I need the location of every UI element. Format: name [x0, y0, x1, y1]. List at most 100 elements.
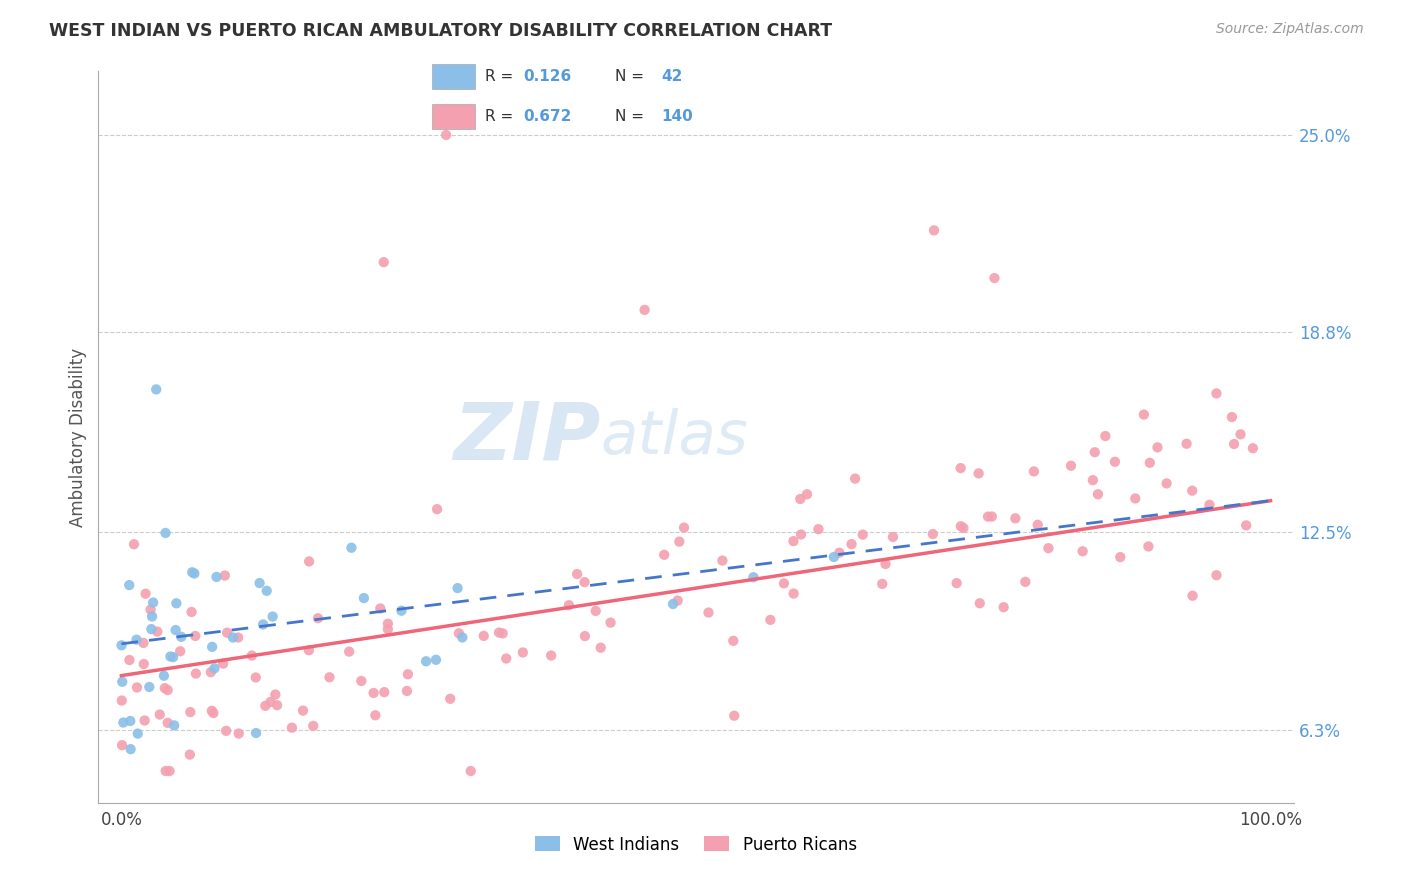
- Point: [118, 578, 141, 592]
- Point: [162, 650, 184, 665]
- Point: [589, 640, 612, 655]
- Point: [882, 530, 904, 544]
- Point: [165, 623, 187, 637]
- Point: [396, 667, 419, 681]
- Point: [1229, 427, 1251, 442]
- Point: [184, 629, 207, 643]
- Point: [215, 723, 238, 738]
- Point: [395, 684, 418, 698]
- Point: [446, 581, 468, 595]
- Point: [179, 705, 201, 719]
- Point: [823, 549, 845, 564]
- Point: [759, 613, 782, 627]
- Point: [1205, 568, 1227, 582]
- Point: [742, 570, 765, 584]
- Point: [782, 534, 804, 549]
- Point: [1175, 436, 1198, 450]
- Text: WEST INDIAN VS PUERTO RICAN AMBULATORY DISABILITY CORRELATION CHART: WEST INDIAN VS PUERTO RICAN AMBULATORY D…: [49, 22, 832, 40]
- Point: [183, 566, 205, 581]
- Point: [298, 643, 321, 657]
- Point: [652, 548, 675, 562]
- Point: [782, 586, 804, 600]
- Point: [1137, 540, 1160, 554]
- Y-axis label: Ambulatory Disability: Ambulatory Disability: [69, 348, 87, 526]
- Point: [599, 615, 621, 630]
- Point: [585, 604, 607, 618]
- Point: [373, 255, 395, 269]
- Point: [1205, 386, 1227, 401]
- Point: [170, 630, 193, 644]
- Point: [201, 640, 224, 654]
- Point: [723, 633, 745, 648]
- Point: [1081, 473, 1104, 487]
- Text: N =: N =: [616, 110, 644, 124]
- Point: [163, 718, 186, 732]
- Point: [447, 626, 470, 640]
- Point: [205, 570, 228, 584]
- Point: [259, 695, 281, 709]
- Point: [697, 606, 720, 620]
- Point: [266, 698, 288, 713]
- Point: [132, 636, 155, 650]
- Point: [184, 666, 207, 681]
- Point: [492, 626, 515, 640]
- Point: [245, 726, 267, 740]
- Point: [460, 764, 482, 778]
- Point: [256, 583, 278, 598]
- Point: [127, 726, 149, 740]
- Point: [1026, 517, 1049, 532]
- Point: [711, 553, 734, 567]
- Point: [139, 603, 162, 617]
- FancyBboxPatch shape: [433, 64, 475, 89]
- FancyBboxPatch shape: [433, 104, 475, 129]
- Point: [156, 683, 179, 698]
- Point: [1234, 518, 1257, 533]
- Point: [415, 654, 437, 668]
- Point: [472, 629, 495, 643]
- Text: N =: N =: [616, 70, 644, 84]
- Point: [249, 576, 271, 591]
- Point: [377, 616, 399, 631]
- Point: [180, 605, 202, 619]
- Point: [666, 593, 689, 607]
- Point: [828, 546, 851, 560]
- Point: [841, 537, 863, 551]
- Point: [1241, 441, 1264, 455]
- Point: [245, 670, 267, 684]
- Point: [153, 681, 176, 695]
- Point: [214, 568, 236, 582]
- Point: [318, 670, 340, 684]
- Point: [495, 651, 517, 665]
- Point: [254, 698, 277, 713]
- Point: [1181, 483, 1204, 498]
- Point: [112, 715, 135, 730]
- Point: [1087, 487, 1109, 501]
- Point: [807, 522, 830, 536]
- Point: [337, 644, 360, 658]
- Point: [201, 704, 224, 718]
- Point: [132, 657, 155, 671]
- Point: [159, 649, 181, 664]
- Point: [1094, 429, 1116, 443]
- Point: [125, 681, 148, 695]
- Point: [141, 622, 163, 636]
- Point: [969, 596, 991, 610]
- Point: [179, 747, 201, 762]
- Point: [852, 527, 875, 541]
- Point: [1014, 574, 1036, 589]
- Point: [540, 648, 562, 663]
- Point: [983, 271, 1005, 285]
- Point: [977, 509, 1000, 524]
- Point: [796, 487, 818, 501]
- Point: [723, 708, 745, 723]
- Point: [633, 302, 655, 317]
- Point: [292, 704, 315, 718]
- Point: [122, 537, 145, 551]
- Point: [949, 461, 972, 475]
- Text: Source: ZipAtlas.com: Source: ZipAtlas.com: [1216, 22, 1364, 37]
- Point: [353, 591, 375, 605]
- Point: [451, 631, 474, 645]
- Point: [1123, 491, 1146, 506]
- Point: [558, 598, 581, 612]
- Point: [118, 653, 141, 667]
